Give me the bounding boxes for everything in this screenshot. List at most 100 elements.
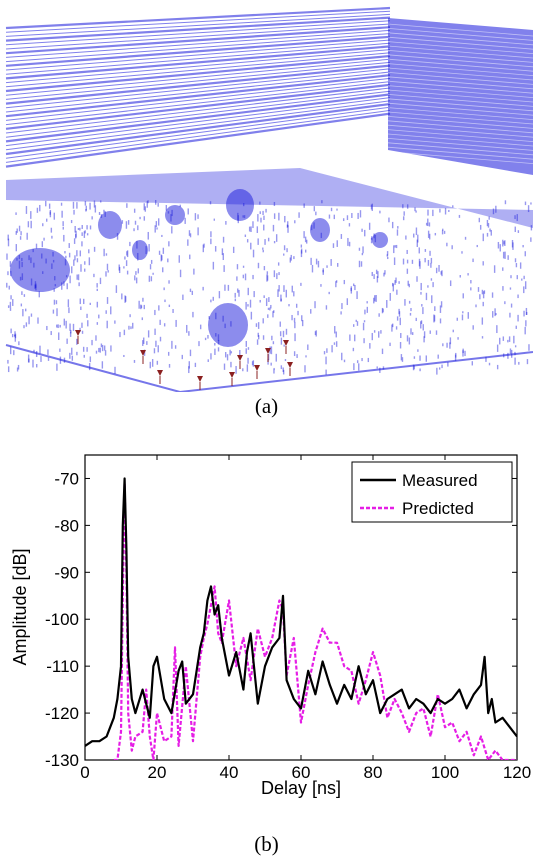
point-speck xyxy=(96,288,98,292)
point-speck xyxy=(18,225,21,232)
point-speck xyxy=(59,348,61,352)
point-speck xyxy=(86,233,89,236)
point-speck xyxy=(380,330,382,334)
point-speck xyxy=(76,258,79,263)
point-speck xyxy=(514,258,517,263)
point-speck xyxy=(273,310,275,313)
point-speck xyxy=(293,291,295,297)
point-speck xyxy=(263,215,265,220)
series-line-measured xyxy=(85,477,517,747)
point-speck xyxy=(73,259,75,266)
point-speck xyxy=(123,329,126,336)
point-speck xyxy=(478,217,481,223)
point-speck xyxy=(429,233,431,240)
point-speck xyxy=(232,246,235,253)
y-axis-ticks: -70 -80 -90 -100 -110 -120 -130 xyxy=(45,469,517,770)
point-speck xyxy=(257,322,260,329)
point-speck xyxy=(262,249,264,253)
point-speck xyxy=(88,257,91,266)
point-speck xyxy=(68,243,70,248)
point-speck xyxy=(133,228,135,232)
point-speck xyxy=(188,366,190,374)
point-speck xyxy=(221,248,224,256)
point-speck xyxy=(514,226,516,232)
point-speck xyxy=(298,212,300,218)
point-speck xyxy=(424,257,426,263)
point-speck xyxy=(84,268,86,272)
point-speck xyxy=(508,336,511,342)
point-speck xyxy=(79,298,81,305)
point-speck xyxy=(118,266,121,274)
point-speck xyxy=(285,328,288,335)
point-speck xyxy=(67,299,70,308)
point-speck xyxy=(427,285,429,288)
point-speck xyxy=(79,250,82,257)
point-speck xyxy=(141,317,144,321)
point-speck xyxy=(189,288,192,292)
point-speck xyxy=(224,323,226,329)
point-speck xyxy=(340,234,343,239)
point-speck xyxy=(95,350,98,354)
point-speck xyxy=(103,248,105,257)
point-speck xyxy=(244,234,247,237)
point-speck xyxy=(28,255,30,261)
facade-band xyxy=(5,109,391,163)
point-speck xyxy=(154,328,156,335)
right-building xyxy=(388,18,533,175)
point-speck xyxy=(286,248,288,253)
point-speck xyxy=(150,276,153,282)
point-speck xyxy=(507,352,509,359)
point-speck xyxy=(30,220,32,229)
point-speck xyxy=(313,206,316,212)
point-speck xyxy=(160,254,162,262)
point-speck xyxy=(255,323,258,327)
point-speck xyxy=(72,323,75,331)
point-speck xyxy=(244,273,247,281)
point-speck xyxy=(330,207,333,212)
point-speck xyxy=(282,330,285,338)
point-speck xyxy=(213,218,216,221)
point-speck xyxy=(433,315,436,322)
point-speck xyxy=(167,211,170,214)
point-speck xyxy=(101,344,104,352)
point-speck xyxy=(84,261,86,265)
point-speck xyxy=(336,240,338,247)
point-speck xyxy=(524,281,527,290)
point-speck xyxy=(126,251,128,256)
point-speck xyxy=(387,256,389,260)
antenna-marker xyxy=(287,362,293,368)
x-axis-label: Delay [ns] xyxy=(261,778,341,798)
point-speck xyxy=(63,357,66,363)
point-speck xyxy=(84,200,87,206)
point-speck xyxy=(34,281,37,288)
point-speck xyxy=(263,295,265,299)
point-speck xyxy=(481,317,484,325)
facade-band xyxy=(5,64,391,105)
facade-band xyxy=(5,93,391,143)
point-speck xyxy=(271,335,273,341)
point-speck xyxy=(14,333,17,339)
point-speck xyxy=(39,345,41,354)
point-speck xyxy=(449,280,452,287)
point-speck xyxy=(87,320,89,327)
point-speck xyxy=(227,284,230,291)
point-speck xyxy=(10,295,12,300)
point-speck xyxy=(265,208,267,213)
point-speck xyxy=(224,352,227,358)
point-speck xyxy=(217,347,220,352)
point-speck xyxy=(393,245,395,254)
right-building-band xyxy=(387,146,533,160)
point-speck xyxy=(488,362,491,366)
point-speck xyxy=(143,203,145,211)
point-speck xyxy=(315,211,317,216)
point-speck xyxy=(446,242,448,247)
point-speck xyxy=(396,316,399,321)
point-speck xyxy=(214,348,216,355)
right-building-band xyxy=(387,45,533,59)
point-speck xyxy=(270,362,272,366)
point-speck xyxy=(326,265,328,268)
point-speck xyxy=(52,309,55,314)
point-speck xyxy=(210,238,212,245)
point-speck xyxy=(288,304,290,307)
point-speck xyxy=(197,214,199,219)
